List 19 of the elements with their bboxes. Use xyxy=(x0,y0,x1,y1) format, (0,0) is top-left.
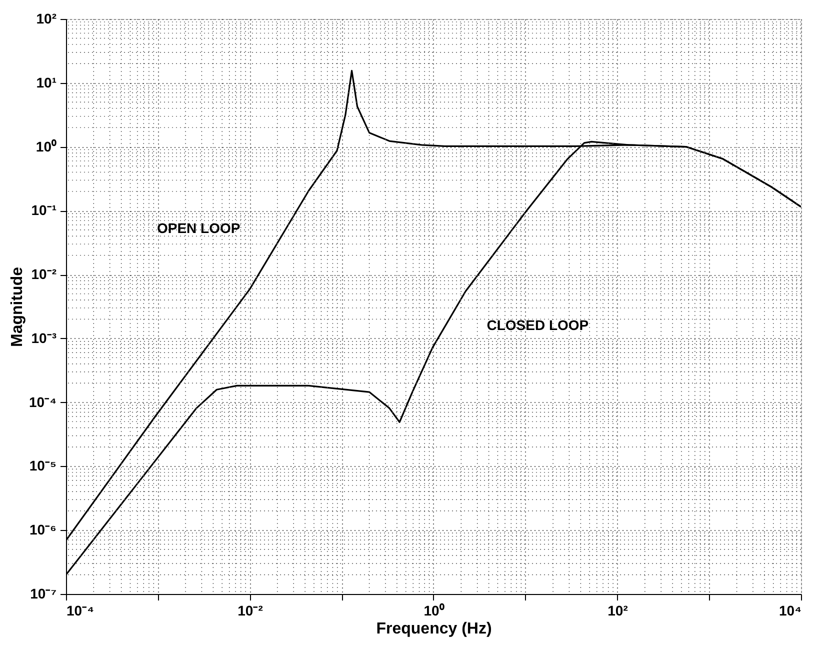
x-axis-title: Frequency (Hz) xyxy=(376,620,492,638)
x-tick-label: 10⁻⁴ xyxy=(66,602,94,618)
y-tick-label: 10⁻² xyxy=(31,266,57,282)
x-tick-label: 10⁴ xyxy=(779,602,802,618)
x-tick-label: 10² xyxy=(608,602,628,618)
y-tick-label: 10⁻⁵ xyxy=(29,458,56,474)
y-tick-label: 10¹ xyxy=(36,74,57,90)
y-tick-label: 10⁻⁴ xyxy=(29,394,57,410)
x-tick-label: 10⁻² xyxy=(238,602,264,618)
y-tick-label: 10⁰ xyxy=(36,138,56,154)
y-tick-label: 10⁻⁶ xyxy=(29,522,56,538)
y-tick-label: 10⁻¹ xyxy=(31,202,57,218)
text: CLOSED LOOP xyxy=(486,317,589,334)
text: OPEN LOOP xyxy=(156,220,240,236)
y-tick-label: 10² xyxy=(36,10,57,26)
y-tick-label: 10⁻³ xyxy=(31,330,57,346)
x-tick-label: 10⁰ xyxy=(424,602,444,618)
y-axis-title: Magnitude xyxy=(9,266,26,347)
y-tick-label: 10⁻⁷ xyxy=(30,586,57,602)
